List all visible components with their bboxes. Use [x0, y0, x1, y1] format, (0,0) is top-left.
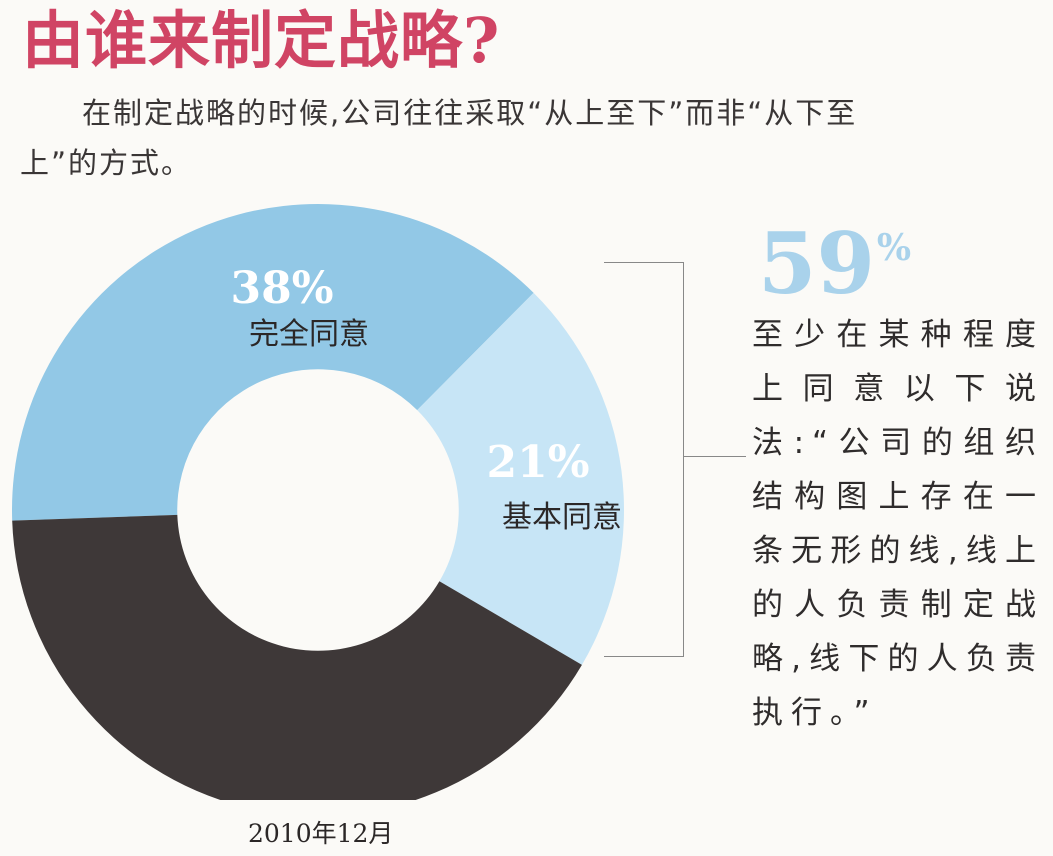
page-title: 由谁来制定战略? [22, 4, 501, 77]
donut-slice-1 [12, 204, 534, 521]
slice-percent-basic-agree: 21% [486, 437, 589, 488]
donut-labels: 38% 完全同意 21% 基本同意 [230, 263, 622, 535]
slice-percent-complete-agree: 38% [230, 263, 333, 314]
callout-bracket [604, 262, 684, 657]
callout-percent: 59% [758, 222, 911, 306]
donut-slices [12, 204, 625, 800]
intro-text: 在制定战略的时候,公司往往采取“从上至下”而非“从下至上”的方式。 [20, 88, 920, 188]
donut-slice-2 [417, 292, 625, 665]
slice-label-basic-agree: 基本同意 [502, 500, 622, 535]
slice-label-complete-agree: 完全同意 [249, 317, 369, 352]
chart-date: 2010年12月 [248, 819, 394, 848]
donut-slice-3 [12, 514, 582, 800]
callout-percent-number: 59 [758, 214, 875, 313]
intro-line-1: 在制定战略的时候,公司往往采取“从上至下”而 [82, 96, 717, 130]
callout-bracket-tick [684, 456, 746, 457]
callout-percent-sign: % [876, 227, 912, 269]
donut-chart: 38% 完全同意 21% 基本同意 [12, 204, 625, 800]
intro-line-2: 非“从下至上”的方式。 [20, 96, 858, 180]
callout-note: 至少在某种程度上同意以下说法:“公司的组织结构图上存在一条无形的线,线上的人负责… [752, 317, 1044, 731]
